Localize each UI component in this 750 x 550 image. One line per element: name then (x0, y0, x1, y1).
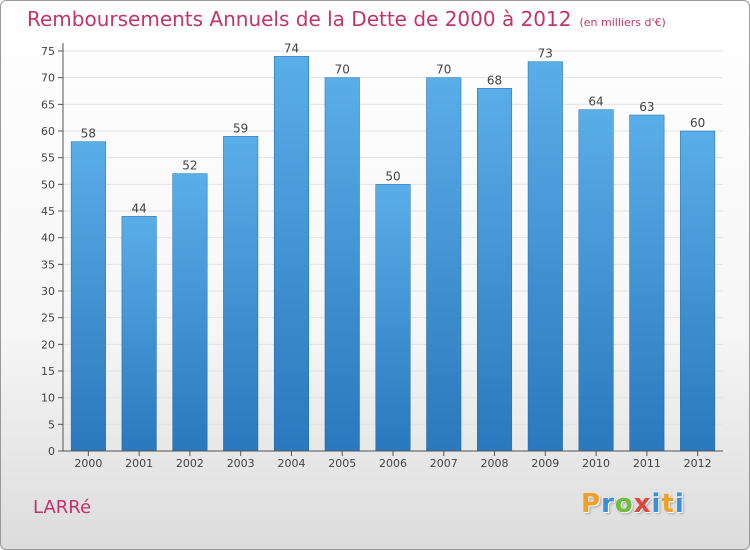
data-label: 58 (81, 127, 96, 141)
data-label: 68 (487, 73, 502, 87)
axes: 0 5 10 15 20 25 30 35 40 45 50 55 60 65 70 75 2000 2001 20… (41, 43, 723, 470)
y-tick-label: 30 (41, 285, 55, 298)
y-tick-label: 50 (41, 178, 55, 191)
logo-letter: o (614, 489, 634, 519)
bar-2009 (527, 61, 563, 452)
bar-2003 (223, 136, 259, 452)
data-labels: 58 44 52 59 74 70 50 70 68 73 64 63 60 (81, 41, 706, 215)
bar-2011 (629, 114, 665, 452)
bar-2010 (578, 109, 614, 452)
logo-letter: P (581, 489, 602, 519)
bar-2007 (426, 77, 462, 452)
chart-title-text: Remboursements Annuels de la Dette de 20… (27, 7, 572, 31)
y-tick-label: 55 (41, 152, 55, 165)
logo-letter: r (601, 489, 615, 519)
x-tick-label: 2007 (430, 457, 458, 470)
y-tick-label: 0 (48, 445, 55, 458)
x-tick-label: 2010 (582, 457, 610, 470)
data-label: 74 (284, 41, 299, 55)
logo-letter: i (651, 489, 662, 519)
x-tick-label: 2004 (277, 457, 305, 470)
chart-unit: (en milliers d'€) (579, 16, 666, 29)
logo-letter: x (633, 489, 652, 519)
x-tick-label: 2006 (379, 457, 407, 470)
proxiti-logo[interactable]: Proxiti (581, 489, 685, 519)
x-tick-label: 2001 (125, 457, 153, 470)
y-tick-label: 25 (41, 312, 55, 325)
data-label: 59 (233, 121, 248, 135)
data-label: 73 (538, 47, 553, 61)
y-tick-label: 60 (41, 125, 55, 138)
data-label: 52 (182, 159, 197, 173)
bar-2002 (172, 173, 208, 452)
x-tick-label: 2011 (633, 457, 661, 470)
x-tick-label: 2000 (74, 457, 102, 470)
bar-2006 (375, 184, 411, 452)
data-label: 70 (436, 63, 451, 77)
data-label: 64 (588, 95, 603, 109)
data-label: 50 (385, 169, 400, 183)
y-tick-label: 10 (41, 392, 55, 405)
x-tick-label: 2003 (227, 457, 255, 470)
bar-2000 (70, 141, 106, 452)
y-tick-label: 70 (41, 72, 55, 85)
chart-title: Remboursements Annuels de la Dette de 20… (27, 7, 666, 31)
y-tick-label: 40 (41, 232, 55, 245)
bars (70, 56, 716, 452)
bar-2005 (324, 77, 360, 452)
y-tick-label: 65 (41, 98, 55, 111)
data-label: 63 (639, 100, 654, 114)
data-label: 44 (132, 201, 147, 215)
x-tick-label: 2012 (684, 457, 712, 470)
data-label: 70 (335, 63, 350, 77)
logo-letter: i (674, 489, 685, 519)
y-tick-label: 20 (41, 338, 55, 351)
commune-name: LARRé (33, 497, 92, 518)
bar-2012 (680, 130, 716, 452)
bar-2001 (121, 216, 157, 452)
x-tick-label: 2005 (328, 457, 356, 470)
y-tick-label: 35 (41, 258, 55, 271)
x-tick-label: 2009 (531, 457, 559, 470)
logo-letter: t (661, 489, 675, 519)
bar-2008 (477, 88, 513, 452)
y-tick-label: 5 (48, 418, 55, 431)
x-tick-label: 2002 (176, 457, 204, 470)
y-tick-label: 15 (41, 365, 55, 378)
y-tick-label: 75 (41, 45, 55, 58)
bar-chart: 0 5 10 15 20 25 30 35 40 45 50 55 60 65 70 75 2000 2001 20… (41, 41, 723, 470)
x-tick-label: 2008 (481, 457, 509, 470)
bar-2004 (273, 56, 309, 452)
y-tick-label: 45 (41, 205, 55, 218)
data-label: 60 (690, 116, 705, 130)
